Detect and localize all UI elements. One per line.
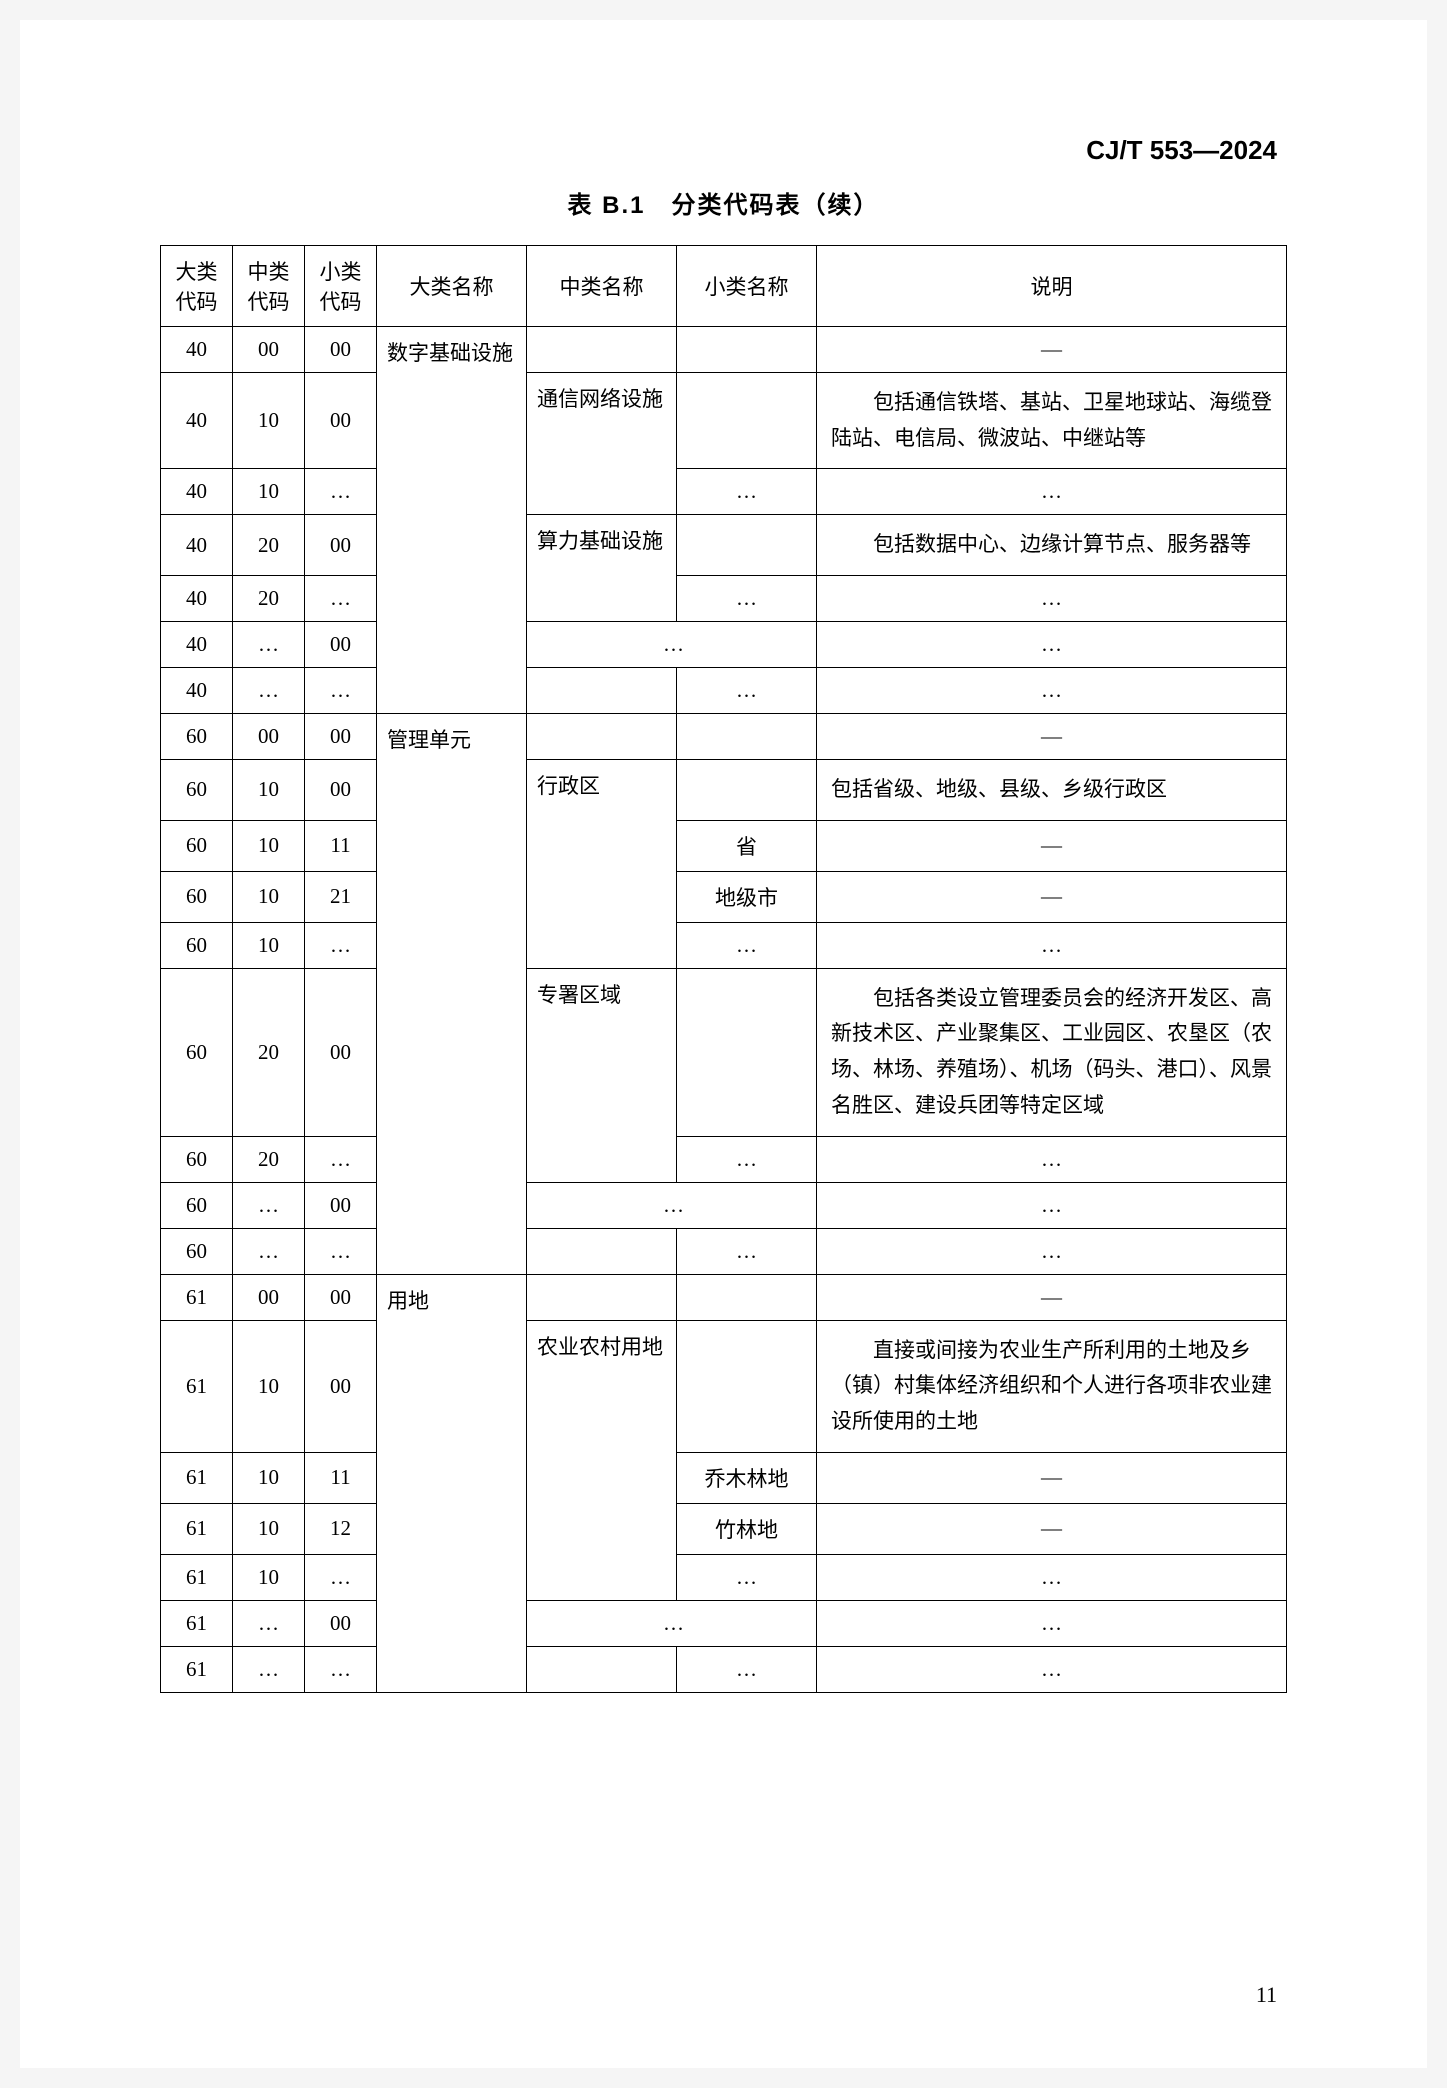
th-mid-code: 中类代码 xyxy=(233,246,305,327)
table-title: 表 B.1 分类代码表（续） xyxy=(160,185,1287,220)
table-row: 40 … … … … xyxy=(161,668,1287,714)
table-row: 40 … 00 … … xyxy=(161,622,1287,668)
th-major-name: 大类名称 xyxy=(377,246,527,327)
table-row: 40 10 00 通信网络设施 包括通信铁塔、基站、卫星地球站、海缆登陆站、电信… xyxy=(161,373,1287,469)
th-mid-name: 中类名称 xyxy=(527,246,677,327)
document-page: CJ/T 553—2024 表 B.1 分类代码表（续） 大类代码 中类代码 小… xyxy=(20,20,1427,2068)
th-minor-code: 小类代码 xyxy=(305,246,377,327)
table-row: 60 10 00 行政区 包括省级、地级、县级、乡级行政区 xyxy=(161,760,1287,821)
table-row: 60 20 00 专署区域 包括各类设立管理委员会的经济开发区、高新技术区、产业… xyxy=(161,968,1287,1136)
table-row: 60 10 … … … xyxy=(161,922,1287,968)
th-minor-name: 小类名称 xyxy=(677,246,817,327)
table-row: 60 10 11 省 — xyxy=(161,820,1287,871)
table-row: 61 … … … … xyxy=(161,1646,1287,1692)
table-row: 60 … 00 … … xyxy=(161,1182,1287,1228)
table-row: 61 10 … … … xyxy=(161,1554,1287,1600)
table-row: 61 … 00 … … xyxy=(161,1600,1287,1646)
table-row: 40 10 … … … xyxy=(161,469,1287,515)
page-number: 11 xyxy=(1256,1982,1277,2008)
table-row: 61 00 00 用地 — xyxy=(161,1274,1287,1320)
table-header-row: 大类代码 中类代码 小类代码 大类名称 中类名称 小类名称 说明 xyxy=(161,246,1287,327)
table-row: 61 10 00 农业农村用地 直接或间接为农业生产所利用的土地及乡（镇）村集体… xyxy=(161,1320,1287,1452)
table-row: 61 10 12 竹林地 — xyxy=(161,1503,1287,1554)
table-row: 60 10 21 地级市 — xyxy=(161,871,1287,922)
th-major-code: 大类代码 xyxy=(161,246,233,327)
document-id: CJ/T 553—2024 xyxy=(1086,135,1277,166)
th-description: 说明 xyxy=(817,246,1287,327)
table-row: 60 20 … … … xyxy=(161,1136,1287,1182)
table-row: 40 20 00 算力基础设施 包括数据中心、边缘计算节点、服务器等 xyxy=(161,515,1287,576)
classification-code-table: 大类代码 中类代码 小类代码 大类名称 中类名称 小类名称 说明 40 00 0… xyxy=(160,245,1287,1693)
table-row: 40 00 00 数字基础设施 — xyxy=(161,327,1287,373)
table-row: 60 00 00 管理单元 — xyxy=(161,714,1287,760)
table-row: 40 20 … … … xyxy=(161,576,1287,622)
table-row: 61 10 11 乔木林地 — xyxy=(161,1452,1287,1503)
table-row: 60 … … … … xyxy=(161,1228,1287,1274)
